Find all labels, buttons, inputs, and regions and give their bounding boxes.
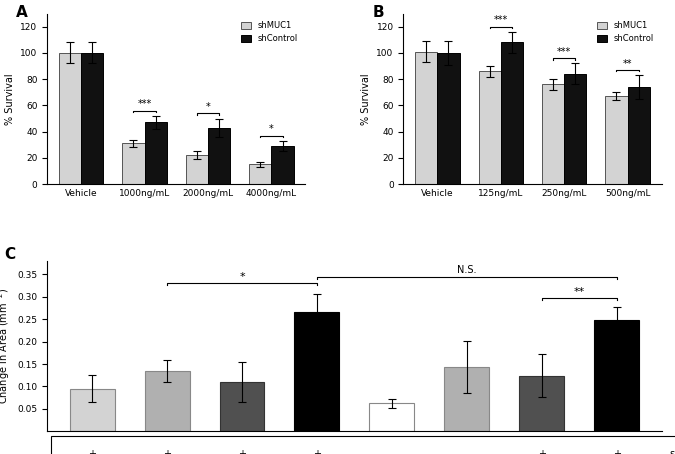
- Bar: [70, 389, 115, 431]
- Text: +: +: [612, 449, 620, 454]
- Text: N.S.: N.S.: [457, 265, 477, 275]
- Bar: [59, 53, 81, 184]
- Bar: [542, 84, 564, 184]
- Text: **: **: [623, 59, 632, 69]
- Text: -: -: [390, 449, 394, 454]
- Text: +: +: [88, 449, 97, 454]
- Text: +: +: [163, 449, 171, 454]
- Bar: [51, 436, 675, 454]
- Bar: [605, 96, 628, 184]
- Bar: [369, 403, 414, 431]
- Bar: [501, 43, 523, 184]
- Text: shControl: shControl: [669, 449, 675, 454]
- Text: +: +: [313, 449, 321, 454]
- Text: *: *: [206, 102, 211, 112]
- Y-axis label: % Survival: % Survival: [361, 73, 371, 125]
- Text: +: +: [238, 449, 246, 454]
- Bar: [444, 367, 489, 431]
- Bar: [144, 123, 167, 184]
- Bar: [415, 52, 437, 184]
- Y-axis label: Change in Area (mm$^{-2}$): Change in Area (mm$^{-2}$): [0, 288, 12, 404]
- Bar: [249, 164, 271, 184]
- Bar: [271, 146, 294, 184]
- Text: B: B: [373, 5, 384, 20]
- Text: C: C: [4, 247, 16, 262]
- Text: +: +: [538, 449, 545, 454]
- Bar: [294, 312, 340, 431]
- Text: A: A: [16, 5, 28, 20]
- Text: *: *: [239, 272, 245, 282]
- Text: ***: ***: [138, 99, 152, 109]
- Text: -: -: [465, 449, 468, 454]
- Text: *: *: [269, 124, 274, 134]
- Bar: [122, 143, 144, 184]
- Bar: [81, 53, 103, 184]
- Text: ***: ***: [493, 15, 508, 25]
- Bar: [144, 371, 190, 431]
- Bar: [519, 375, 564, 431]
- Bar: [186, 155, 208, 184]
- Bar: [219, 382, 265, 431]
- Legend: shMUC1, shControl: shMUC1, shControl: [594, 18, 657, 47]
- Bar: [594, 321, 639, 431]
- Text: **: **: [574, 287, 585, 297]
- Bar: [437, 53, 460, 184]
- Bar: [208, 128, 230, 184]
- Bar: [479, 71, 501, 184]
- Bar: [628, 87, 650, 184]
- Bar: [564, 74, 587, 184]
- Y-axis label: % Survival: % Survival: [5, 73, 15, 125]
- Text: ***: ***: [557, 47, 571, 57]
- Legend: shMUC1, shControl: shMUC1, shControl: [238, 18, 301, 47]
